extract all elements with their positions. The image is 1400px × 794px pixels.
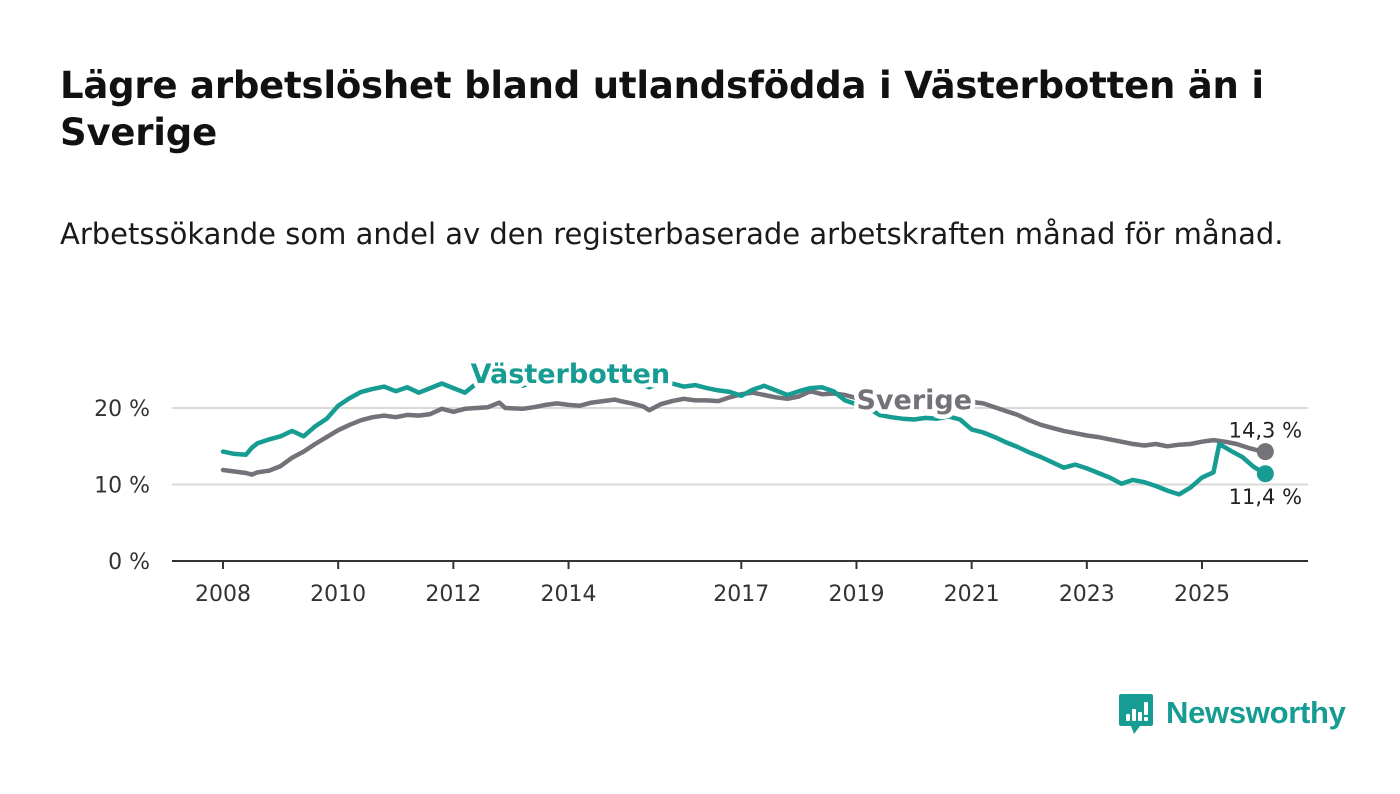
- x-tick-label: 2021: [944, 582, 1000, 607]
- newsworthy-logo-icon: [1119, 694, 1153, 734]
- end-value-label: 11,4 %: [1229, 485, 1302, 509]
- y-tick-label: 10 %: [94, 474, 150, 499]
- x-ticks: 2008 2010 2012 2014 2017 2019 2021 2023 2025: [195, 561, 1230, 607]
- series-label-vsterbotten: Västerbotten: [471, 359, 670, 390]
- newsworthy-logo: Newsworthy: [1118, 690, 1346, 736]
- x-tick-label: 2025: [1174, 582, 1230, 607]
- x-tick-label: 2012: [425, 582, 481, 607]
- newsworthy-logo-text: Newsworthy: [1166, 695, 1346, 730]
- end-marker-dot: [1256, 443, 1274, 461]
- y-tick-label: 0 %: [108, 550, 150, 575]
- x-tick-label: 2008: [195, 582, 251, 607]
- series-lines: [220, 372, 1268, 497]
- chart-subtitle: Arbetssökande som andel av den registerb…: [60, 217, 1284, 251]
- end-value-label: 14,3 %: [1229, 419, 1302, 443]
- x-tick-label: 2017: [713, 582, 769, 607]
- chart-title: Lägre arbetslöshet bland utlandsfödda i …: [60, 64, 1264, 154]
- x-tick-label: 2019: [828, 582, 884, 607]
- end-marker-dot: [1256, 465, 1274, 483]
- end-markers: 14,3 % 11,4 %: [1229, 419, 1302, 509]
- x-tick-label: 2014: [541, 582, 597, 607]
- series-labels: Sverige Västerbotten: [466, 354, 976, 420]
- x-tick-label: 2010: [310, 582, 366, 607]
- series-label-sverige: Sverige: [856, 385, 972, 416]
- series-line-vsterbotten: [220, 372, 1268, 497]
- series-line-sverige: [220, 388, 1268, 477]
- x-tick-label: 2023: [1059, 582, 1115, 607]
- y-tick-labels: 0 % 10 % 20 %: [94, 397, 150, 575]
- y-tick-label: 20 %: [94, 397, 150, 422]
